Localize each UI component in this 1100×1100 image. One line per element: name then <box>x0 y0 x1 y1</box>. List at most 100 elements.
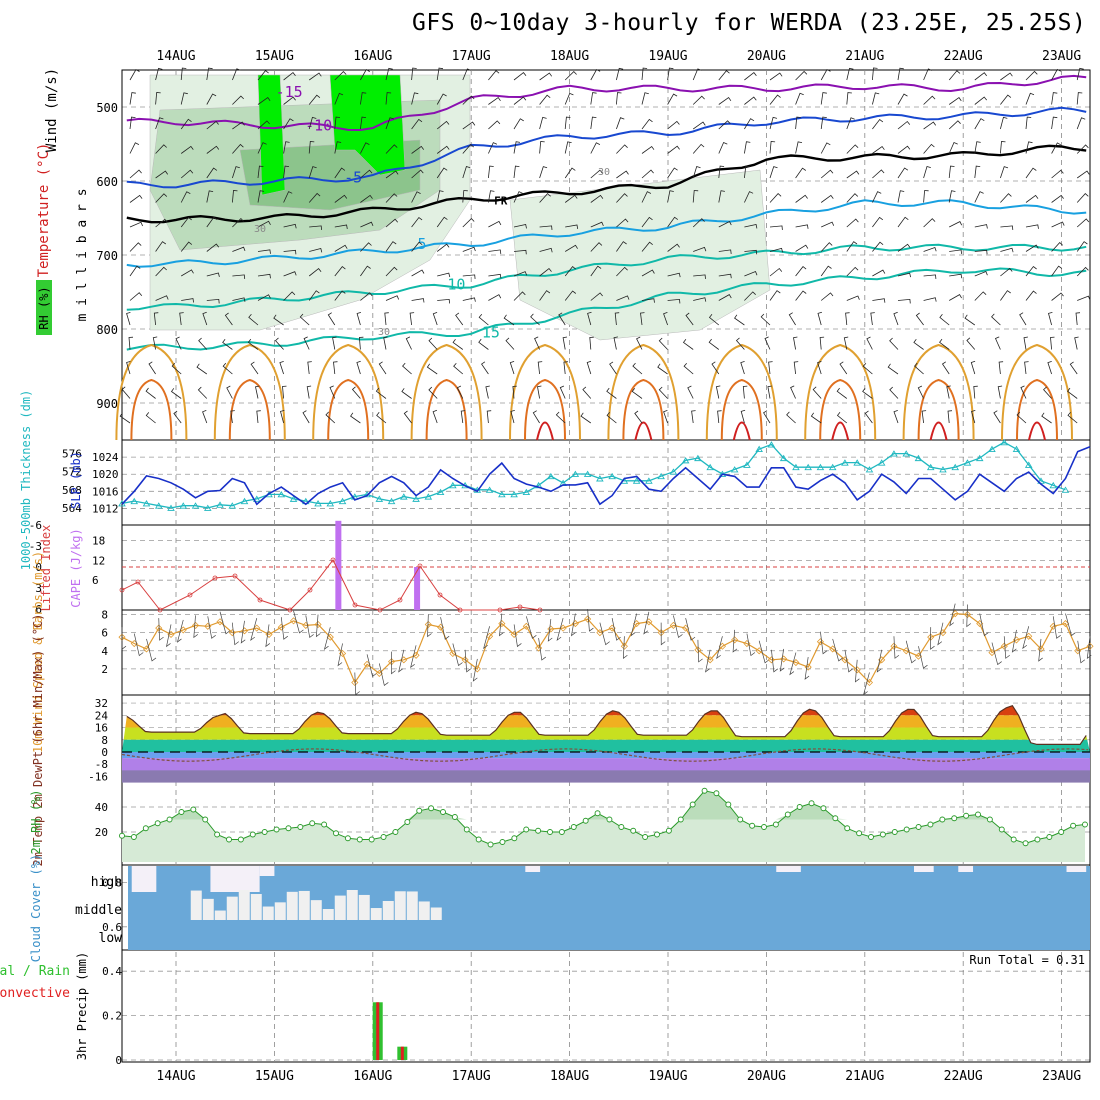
surface-wind-barb <box>231 622 239 646</box>
cloud-middle-block <box>214 910 226 920</box>
rh-point <box>297 824 304 830</box>
wind-barb <box>1051 116 1058 130</box>
wind-barb <box>793 361 799 375</box>
thickness-point <box>963 459 972 466</box>
rh-point <box>440 809 446 815</box>
thickness-point <box>730 466 739 473</box>
isotherm-5 <box>126 243 1087 311</box>
wind-barb <box>129 194 143 203</box>
wind-barb <box>121 386 131 399</box>
thickness-point <box>252 495 261 502</box>
rh-point <box>321 821 328 828</box>
wind-barb <box>718 165 725 179</box>
wind-barb <box>997 385 1003 399</box>
wind-barb <box>170 388 182 399</box>
wind-barb <box>1074 336 1079 350</box>
rh-point <box>844 825 851 832</box>
panel-frame-slp <box>121 439 1091 526</box>
temp-band-1 <box>122 715 1090 728</box>
thickness-point <box>167 504 175 511</box>
isotherm-6 <box>126 267 1087 351</box>
wind-barb <box>667 167 678 179</box>
cape-bar-1 <box>414 567 421 610</box>
rh-label: 30 <box>378 327 390 338</box>
thickness-point <box>902 450 910 457</box>
bottom-date-label: 14AUG <box>156 1069 195 1084</box>
wind-barb <box>744 141 751 154</box>
wind-barb <box>283 141 290 154</box>
warm-cell-mid <box>720 378 763 441</box>
surface-wind-barb <box>716 636 723 660</box>
wind-barb <box>1050 336 1055 350</box>
wind-barb <box>1000 116 1008 130</box>
wind-barb <box>974 191 984 203</box>
precip-ytick: 0 <box>115 1054 122 1067</box>
bottom-date-label: 20AUG <box>747 1069 786 1084</box>
wind-barb <box>872 298 886 303</box>
wind-barb <box>893 311 899 326</box>
wind-barb <box>897 272 911 278</box>
wind-barb <box>606 387 617 399</box>
surface-wind-barb <box>673 615 683 639</box>
wind-barb <box>512 385 517 399</box>
wind-barb <box>744 270 758 277</box>
rh-point <box>963 812 970 819</box>
wind-barb <box>964 314 976 326</box>
wind-barb <box>206 190 214 203</box>
wind-barb <box>948 190 956 203</box>
wind-barb <box>764 336 771 350</box>
wind-barb <box>360 221 374 228</box>
cape-ytick: 12 <box>92 554 105 567</box>
wind-barb <box>667 93 678 105</box>
wind-barb <box>308 72 322 81</box>
wind-barb <box>718 120 731 130</box>
slp-ytick: 1024 <box>92 451 119 464</box>
wind-barb <box>283 223 297 229</box>
wind-barb <box>437 272 451 278</box>
rh-point <box>1070 822 1077 829</box>
wind-barb <box>180 241 193 252</box>
temp-band-3 <box>122 739 1090 752</box>
thickness-point <box>975 454 984 462</box>
wind-barb <box>590 221 604 228</box>
wind-barb <box>455 312 464 326</box>
wind-barb <box>795 224 809 229</box>
surface-wind-barb <box>337 643 343 667</box>
rh-point <box>1058 829 1065 835</box>
wind-barb <box>846 92 852 105</box>
wind-point <box>326 633 334 641</box>
wind-barb <box>1025 290 1037 301</box>
wind-barb <box>230 410 235 424</box>
wind-barb <box>436 216 448 228</box>
wind-barb <box>589 336 594 350</box>
bottom-date-label: 23AUG <box>1042 1069 1081 1084</box>
wind-barb <box>226 385 233 399</box>
wind-barb <box>180 118 192 130</box>
wind-barb <box>196 363 208 375</box>
li-point <box>497 607 503 613</box>
temperature-panel <box>121 704 1090 783</box>
wind-barb <box>718 190 725 203</box>
wind-barb <box>718 294 732 301</box>
wind-barb <box>636 336 643 350</box>
wind-barb <box>1000 94 1012 105</box>
rh-point <box>416 807 423 814</box>
temp-ytick: -8 <box>95 758 108 771</box>
rh-point <box>451 814 458 820</box>
wind-barb <box>460 410 466 424</box>
wind-barb <box>582 386 592 399</box>
wind-barb <box>1076 218 1090 228</box>
wind-barb <box>769 116 778 130</box>
warm-cell-outer <box>312 343 385 441</box>
wind-barb <box>360 92 367 105</box>
wind-barb <box>478 313 489 326</box>
wind-point <box>547 625 555 633</box>
wind-barb <box>155 193 168 203</box>
li-point <box>330 557 336 563</box>
surface-wind-barb <box>949 603 956 627</box>
wind-barb <box>795 116 801 130</box>
wind-barb <box>255 385 260 399</box>
wind-barb <box>376 412 387 424</box>
wind-barb <box>426 363 438 375</box>
rh-area <box>122 790 1085 862</box>
